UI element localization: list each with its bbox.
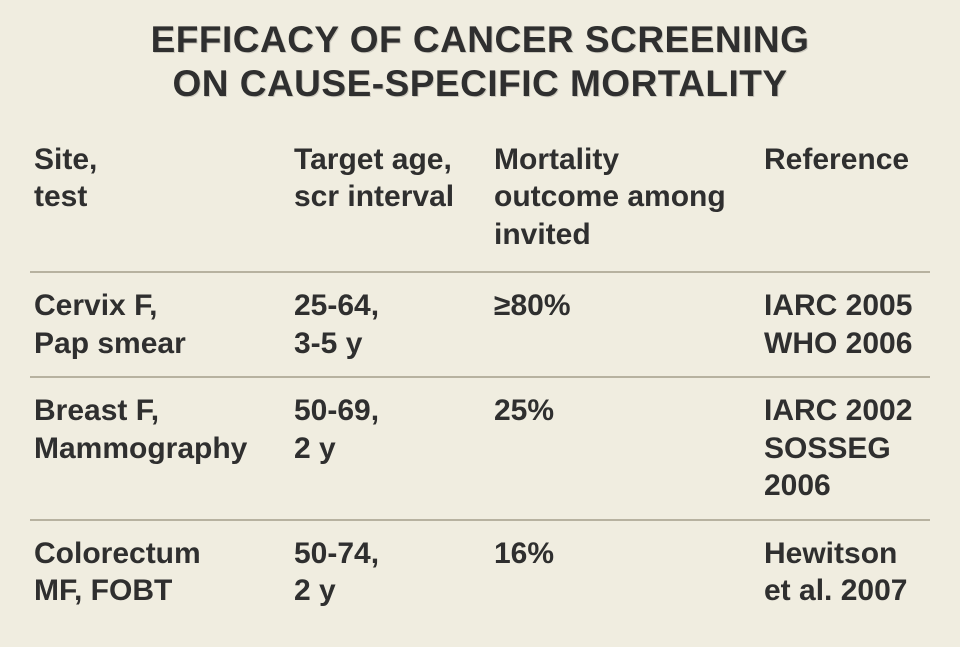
cell-text: IARC 2002: [764, 394, 912, 427]
cell-reference: IARC 2002 SOSSEG 2006: [760, 377, 930, 520]
col-header-text: scr interval: [294, 180, 454, 213]
cell-text: IARC 2005: [764, 289, 912, 322]
cell-text: 2006: [764, 469, 831, 502]
col-header-text: test: [34, 180, 87, 213]
slide: EFFICACY OF CANCER SCREENING ON CAUSE-SP…: [0, 0, 960, 647]
table-row: Breast F, Mammography 50-69, 2 y 25% IAR…: [30, 377, 930, 520]
cell-age: 50-69, 2 y: [290, 377, 490, 520]
cell-text: 3-5 y: [294, 327, 362, 360]
cell-text: 2 y: [294, 574, 336, 607]
cell-text: WHO 2006: [764, 327, 912, 360]
cell-reference: Hewitson et al. 2007: [760, 520, 930, 624]
cell-text: Colorectum: [34, 537, 201, 570]
cell-reference: IARC 2005 WHO 2006: [760, 272, 930, 377]
table-row: Colorectum MF, FOBT 50-74, 2 y 16% Hewit…: [30, 520, 930, 624]
cell-text: Breast F,: [34, 394, 159, 427]
table-row: Cervix F, Pap smear 25-64, 3-5 y ≥80% IA…: [30, 272, 930, 377]
cell-mortality: 16%: [490, 520, 760, 624]
efficacy-table: Site, test Target age, scr interval Mort…: [30, 135, 930, 624]
cell-age: 50-74, 2 y: [290, 520, 490, 624]
cell-text: et al. 2007: [764, 574, 907, 607]
col-header-text: outcome among: [494, 180, 726, 213]
cell-text: SOSSEG: [764, 432, 891, 465]
col-header-reference: Reference: [760, 135, 930, 273]
cell-site: Colorectum MF, FOBT: [30, 520, 290, 624]
col-header-site: Site, test: [30, 135, 290, 273]
cell-site: Breast F, Mammography: [30, 377, 290, 520]
cell-text: 50-74,: [294, 537, 379, 570]
cell-text: Cervix F,: [34, 289, 157, 322]
col-header-text: Site,: [34, 143, 97, 176]
col-header-text: Reference: [764, 143, 909, 176]
cell-text: 16%: [494, 537, 554, 570]
col-header-text: invited: [494, 218, 591, 251]
cell-mortality: ≥80%: [490, 272, 760, 377]
cell-text: ≥80%: [494, 289, 571, 322]
cell-text: Hewitson: [764, 537, 897, 570]
cell-text: 50-69,: [294, 394, 379, 427]
title-line-1: EFFICACY OF CANCER SCREENING: [151, 19, 810, 60]
cell-text: MF, FOBT: [34, 574, 172, 607]
cell-text: 2 y: [294, 432, 336, 465]
cell-age: 25-64, 3-5 y: [290, 272, 490, 377]
cell-text: 25-64,: [294, 289, 379, 322]
col-header-mortality: Mortality outcome among invited: [490, 135, 760, 273]
col-header-target-age: Target age, scr interval: [290, 135, 490, 273]
slide-title: EFFICACY OF CANCER SCREENING ON CAUSE-SP…: [30, 18, 930, 107]
table-header-row: Site, test Target age, scr interval Mort…: [30, 135, 930, 273]
cell-mortality: 25%: [490, 377, 760, 520]
cell-text: Pap smear: [34, 327, 186, 360]
cell-text: Mammography: [34, 432, 247, 465]
col-header-text: Mortality: [494, 143, 619, 176]
cell-site: Cervix F, Pap smear: [30, 272, 290, 377]
cell-text: 25%: [494, 394, 554, 427]
col-header-text: Target age,: [294, 143, 452, 176]
title-line-2: ON CAUSE-SPECIFIC MORTALITY: [172, 63, 787, 104]
